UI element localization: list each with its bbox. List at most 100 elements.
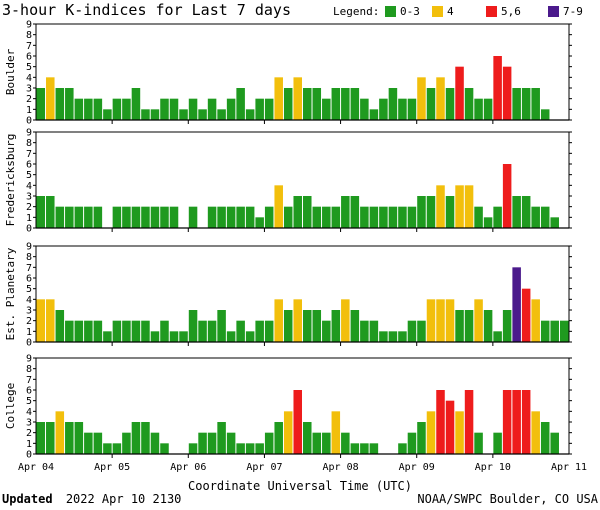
bar-3-23 bbox=[255, 443, 264, 454]
bar-0-27 bbox=[293, 77, 302, 120]
bar-1-38 bbox=[398, 206, 407, 228]
bar-0-51 bbox=[521, 88, 531, 120]
y-tick-label: 8 bbox=[26, 364, 32, 375]
footer-source: NOAA/SWPC Boulder, CO USA bbox=[417, 492, 598, 506]
bar-2-12 bbox=[150, 331, 160, 342]
bar-1-16 bbox=[188, 206, 198, 228]
bar-2-20 bbox=[226, 331, 236, 342]
bar-1-45 bbox=[464, 185, 474, 228]
bar-0-26 bbox=[283, 88, 293, 120]
bar-0-3 bbox=[65, 88, 74, 120]
bar-0-1 bbox=[46, 77, 55, 120]
bar-3-53 bbox=[540, 422, 550, 454]
bar-2-38 bbox=[398, 331, 407, 342]
bar-2-17 bbox=[198, 320, 207, 342]
legend-swatch-0 bbox=[385, 6, 396, 17]
bar-0-20 bbox=[226, 98, 236, 120]
panel-label-1: Fredericksburg bbox=[4, 134, 17, 227]
bar-2-42 bbox=[436, 299, 445, 342]
bar-0-21 bbox=[236, 88, 245, 120]
y-tick-label: 4 bbox=[26, 73, 32, 84]
x-tick-label-2: Apr 06 bbox=[170, 462, 206, 473]
bar-0-8 bbox=[112, 98, 122, 120]
y-tick-label: 8 bbox=[26, 30, 32, 41]
bar-2-50 bbox=[512, 267, 521, 342]
bar-1-52 bbox=[531, 206, 540, 228]
y-tick-label: 1 bbox=[26, 439, 32, 450]
bar-2-31 bbox=[331, 310, 341, 342]
legend-label-1: 4 bbox=[447, 5, 454, 18]
bar-3-0 bbox=[36, 422, 46, 454]
bar-1-34 bbox=[360, 206, 369, 228]
bar-0-17 bbox=[198, 109, 207, 120]
x-tick-label-3: Apr 07 bbox=[246, 462, 282, 473]
bar-3-18 bbox=[207, 432, 217, 454]
bar-0-14 bbox=[169, 98, 179, 120]
bar-1-40 bbox=[417, 196, 426, 228]
y-tick-label: 3 bbox=[26, 84, 32, 95]
bar-3-5 bbox=[84, 432, 93, 454]
bar-0-18 bbox=[207, 98, 217, 120]
bar-1-11 bbox=[141, 206, 150, 228]
bar-1-31 bbox=[331, 206, 341, 228]
bar-3-9 bbox=[122, 432, 131, 454]
bar-2-5 bbox=[84, 320, 93, 342]
bar-1-0 bbox=[36, 196, 46, 228]
bar-1-18 bbox=[207, 206, 217, 228]
bar-3-29 bbox=[312, 432, 322, 454]
bar-0-12 bbox=[150, 109, 160, 120]
bar-2-7 bbox=[103, 331, 112, 342]
y-tick-label: 2 bbox=[26, 94, 32, 105]
bar-3-17 bbox=[198, 432, 207, 454]
y-tick-label: 2 bbox=[26, 428, 32, 439]
bar-2-24 bbox=[264, 320, 274, 342]
bar-1-48 bbox=[493, 206, 502, 228]
bar-3-30 bbox=[322, 432, 331, 454]
y-tick-label: 4 bbox=[26, 181, 32, 192]
panels: 0123456789Boulder0123456789Fredericksbur… bbox=[4, 20, 572, 461]
bar-3-46 bbox=[474, 432, 483, 454]
updated-label: Updated bbox=[2, 492, 53, 506]
bar-1-47 bbox=[483, 217, 493, 228]
bar-1-9 bbox=[122, 206, 131, 228]
bar-2-45 bbox=[464, 310, 474, 342]
x-axis-label: Coordinate Universal Time (UTC) bbox=[188, 479, 412, 493]
bar-0-42 bbox=[436, 77, 445, 120]
legend-swatch-2 bbox=[486, 6, 497, 17]
bar-0-15 bbox=[179, 109, 188, 120]
x-tick-label-5: Apr 09 bbox=[399, 462, 435, 473]
y-tick-label: 9 bbox=[26, 20, 32, 31]
bar-0-16 bbox=[188, 98, 198, 120]
bar-0-52 bbox=[531, 88, 540, 120]
bar-2-4 bbox=[74, 320, 84, 342]
bar-0-45 bbox=[464, 88, 474, 120]
bar-3-43 bbox=[445, 400, 455, 454]
bar-1-28 bbox=[303, 196, 312, 228]
y-tick-label: 7 bbox=[26, 149, 32, 160]
y-tick-label: 7 bbox=[26, 41, 32, 52]
bar-3-25 bbox=[274, 422, 283, 454]
bar-1-26 bbox=[283, 206, 293, 228]
bar-3-24 bbox=[264, 432, 274, 454]
y-tick-label: 0 bbox=[26, 450, 32, 461]
bar-0-47 bbox=[483, 98, 493, 120]
y-tick-label: 3 bbox=[26, 192, 32, 203]
bar-1-35 bbox=[369, 206, 379, 228]
bar-2-8 bbox=[112, 320, 122, 342]
bar-3-19 bbox=[217, 422, 226, 454]
bar-3-35 bbox=[369, 443, 379, 454]
bar-3-11 bbox=[141, 422, 150, 454]
bar-1-6 bbox=[93, 206, 103, 228]
legend-swatch-1 bbox=[432, 6, 443, 17]
bar-0-53 bbox=[540, 109, 550, 120]
bar-0-28 bbox=[303, 88, 312, 120]
bar-3-13 bbox=[160, 443, 169, 454]
bar-2-34 bbox=[360, 320, 369, 342]
bar-2-46 bbox=[474, 299, 483, 342]
bar-0-0 bbox=[36, 88, 46, 120]
bar-0-35 bbox=[369, 109, 379, 120]
bar-3-6 bbox=[93, 432, 103, 454]
bar-0-33 bbox=[350, 88, 360, 120]
bar-1-50 bbox=[512, 196, 521, 228]
